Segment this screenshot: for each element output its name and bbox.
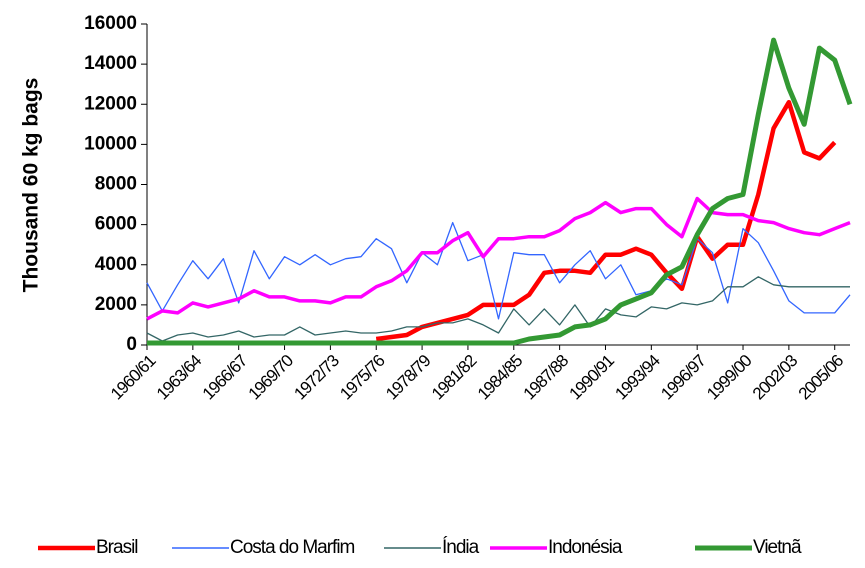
x-tick-label: 1993/94 [611,351,663,403]
series-line [146,221,851,320]
x-tick-label: 1981/82 [428,351,480,403]
y-tick-label: 0 [126,334,137,355]
x-tick-label: 1972/73 [290,351,342,403]
y-tick-label: 4000 [95,254,137,275]
legend-label: Brasil [96,537,138,558]
y-tick-label: 10000 [84,133,137,154]
legend-label: Índia [442,537,480,558]
x-tick-label: 1990/91 [566,351,618,403]
legend-label: Indonésia [548,537,623,558]
legend-label: Vietnã [753,537,802,558]
x-tick-label: 1987/88 [520,351,572,403]
series-line [375,99,837,342]
y-tick-label: 16000 [84,13,137,34]
series-line [146,196,851,321]
y-tick-label: 6000 [95,214,137,235]
legend-label: Costa do Marfim [230,537,355,558]
x-tick-label: 2002/03 [749,351,801,403]
x-tick-label: 1960/61 [107,351,159,403]
x-tick-label: 1975/76 [336,351,388,403]
y-axis-title: Thousand 60 kg bags [20,78,43,293]
x-tick-label: 1966/67 [199,351,251,403]
x-tick-label: 1999/00 [703,351,755,403]
y-tick-label: 14000 [84,53,137,74]
x-tick-label: 1978/79 [382,351,434,403]
y-tick-label: 8000 [95,174,137,195]
y-tick-label: 2000 [95,294,137,315]
x-tick-label: 2005/06 [795,351,847,403]
x-tick-label: 1969/70 [245,351,297,403]
x-tick-label: 1996/97 [657,351,709,403]
series-line [146,276,850,342]
x-tick-label: 1984/85 [474,351,526,403]
series-line [147,37,853,346]
y-tick-label: 12000 [84,93,137,114]
x-tick-label: 1963/64 [153,351,205,403]
